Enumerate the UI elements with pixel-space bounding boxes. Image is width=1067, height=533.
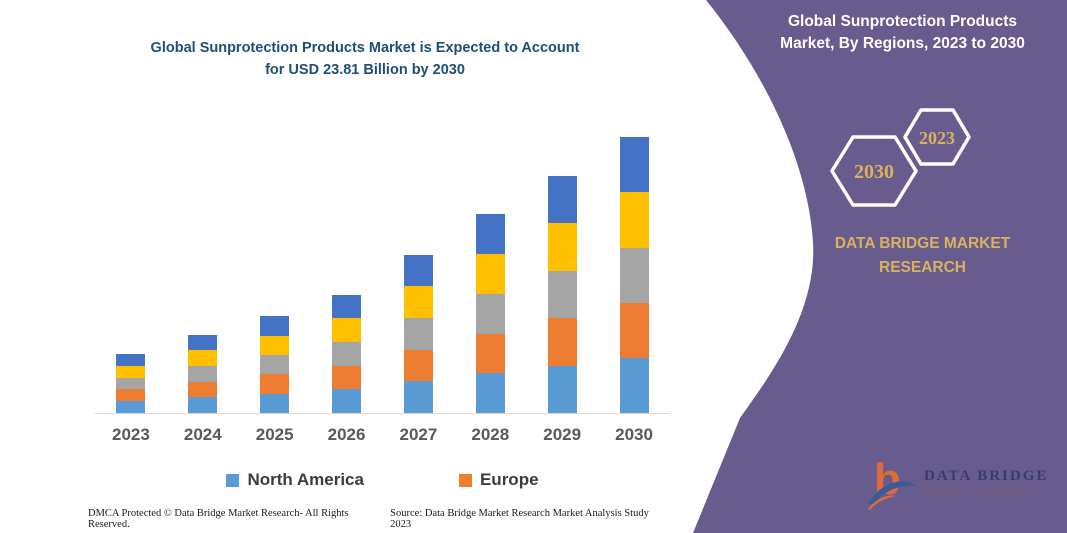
bar-2024 [188, 334, 218, 413]
x-axis-label-2023: 2023 [112, 425, 150, 444]
bar-segment-#4472C4 [332, 294, 362, 319]
bar-segment-north-america [188, 397, 218, 413]
hexagon-2030-label: 2030 [854, 161, 894, 183]
chart-title: Global Sunprotection Products Market is … [75, 37, 655, 81]
bar-segment-europe [475, 333, 505, 374]
right-panel-title-line2: Market, By Regions, 2023 to 2030 [780, 35, 1025, 52]
legend-item-europe: Europe [458, 470, 539, 490]
footer: DMCA Protected © Data Bridge Market Rese… [88, 508, 670, 530]
year-hexagons: 2030 2023 [830, 108, 971, 207]
legend-swatch-icon [226, 473, 240, 487]
bar-segment-#A5A5A5 [475, 293, 505, 334]
chart-title-line2: for USD 23.81 Billion by 2030 [265, 62, 465, 78]
bar-segment-europe [260, 374, 290, 394]
bar-segment-europe [547, 318, 577, 366]
bar-segment-#FFC000 [619, 192, 649, 248]
bar-chart-plot-area [95, 100, 670, 414]
bar-2027 [403, 254, 433, 413]
logo-text: DATA BRIDGE MARKET RESEARCH [924, 468, 1048, 495]
bar-segment-north-america [116, 401, 146, 413]
hexagon-2030-outline [830, 135, 918, 207]
bar-segment-europe [403, 349, 433, 382]
brand-line2: RESEARCH [879, 259, 966, 276]
bar-segment-europe [332, 365, 362, 390]
dbmr-logo: b DATA BRIDGE MARKET RESEARCH [866, 452, 1048, 510]
source-text: Source: Data Bridge Market Research Mark… [390, 508, 649, 530]
bar-segment-europe [619, 302, 649, 358]
x-axis-label-2025: 2025 [255, 425, 294, 444]
chart-legend: North America Europe [95, 470, 670, 490]
hexagon-2023-outline [903, 108, 971, 166]
bar-segment-north-america [547, 365, 577, 413]
bar-2030 [619, 137, 649, 413]
bar-segment-#4472C4 [188, 334, 218, 351]
bar-2025 [260, 316, 290, 413]
bar-segment-north-america [260, 393, 290, 413]
bar-segment-#FFC000 [188, 350, 218, 367]
x-axis-label-2029: 2029 [543, 425, 582, 444]
bar-segment-europe [188, 381, 218, 398]
bar-segment-north-america [619, 357, 649, 413]
chart-title-line1: Global Sunprotection Products Market is … [150, 40, 580, 56]
bar-segment-#A5A5A5 [547, 270, 577, 319]
bar-segment-europe [116, 389, 146, 402]
logo-orange-swoosh [868, 495, 896, 510]
x-axis-label-2026: 2026 [327, 425, 366, 444]
bar-segment-#4472C4 [547, 176, 577, 224]
bar-segment-#4472C4 [260, 316, 290, 336]
bar-segment-north-america [403, 381, 433, 413]
bar-segment-#A5A5A5 [260, 354, 290, 375]
logo-blue-swoosh [868, 481, 916, 504]
bar-segment-#4472C4 [619, 137, 649, 193]
bar-segment-#A5A5A5 [188, 366, 218, 382]
bar-segment-#FFC000 [403, 286, 433, 319]
legend-label: North America [247, 470, 364, 489]
dmca-text: DMCA Protected © Data Bridge Market Rese… [88, 508, 349, 530]
bar-segment-#A5A5A5 [403, 318, 433, 350]
purple-wave-shape [693, 0, 1067, 533]
right-panel-title-line1: Global Sunprotection Products [787, 13, 1018, 30]
bar-segment-#FFC000 [547, 223, 577, 271]
brand-name: DATA BRIDGE MARKET RESEARCH [795, 232, 1050, 280]
bar-segment-#FFC000 [260, 335, 290, 355]
bar-segment-north-america [332, 389, 362, 413]
legend-label: Europe [479, 470, 539, 489]
dbmr-logo-icon: b [868, 455, 916, 510]
brand-line1: DATA BRIDGE MARKET [834, 235, 1011, 252]
x-axis-label-2030: 2030 [615, 425, 653, 444]
x-axis-label-2027: 2027 [399, 425, 438, 444]
right-panel-title: Global Sunprotection Products Market, By… [745, 11, 1060, 55]
bar-segment-#FFC000 [475, 254, 505, 294]
x-axis-label-2028: 2028 [471, 425, 510, 444]
logo-tagline: MARKET RESEARCH [924, 487, 1036, 495]
x-axis-label-2024: 2024 [183, 425, 222, 444]
logo-wordmark: DATA BRIDGE [924, 467, 1049, 484]
bar-segment-#A5A5A5 [116, 377, 146, 390]
bar-2023 [116, 353, 146, 413]
bar-segment-#4472C4 [403, 254, 433, 287]
bar-segment-north-america [475, 373, 505, 413]
bar-segment-#A5A5A5 [619, 247, 649, 303]
bar-segment-#4472C4 [116, 353, 146, 366]
legend-item-north-america: North America [226, 470, 364, 490]
x-axis-labels: 2023 2024 2025 2026 2027 2028 2029 2030 [95, 425, 670, 449]
hexagon-2023-label: 2023 [919, 128, 955, 148]
bar-2029 [547, 176, 577, 413]
bar-segment-#4472C4 [475, 214, 505, 254]
bar-segment-#FFC000 [332, 318, 362, 343]
bar-segment-#FFC000 [116, 365, 146, 378]
bar-2026 [332, 294, 362, 413]
bar-2028 [475, 214, 505, 413]
legend-swatch-icon [458, 473, 472, 487]
bar-segment-#A5A5A5 [332, 342, 362, 366]
